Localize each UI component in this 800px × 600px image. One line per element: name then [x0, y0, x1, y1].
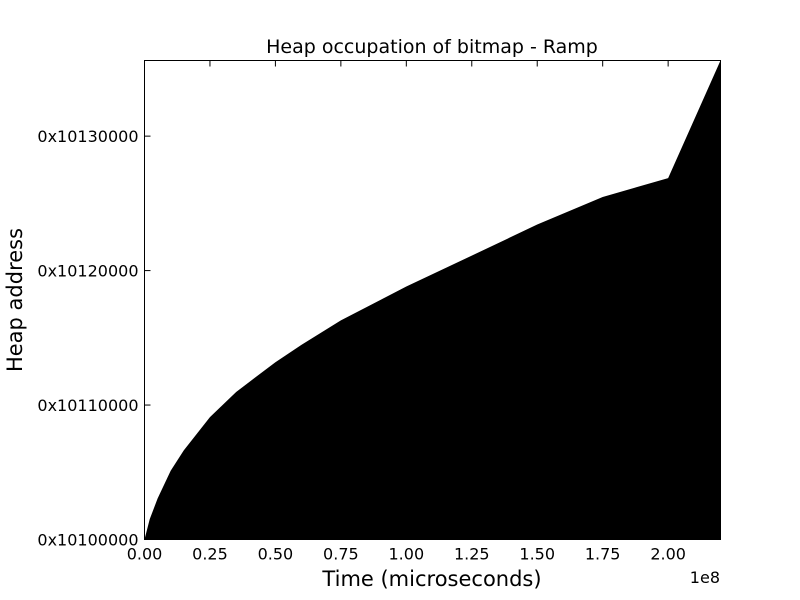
y-tick-label-3: 0x10130000: [37, 127, 138, 146]
x-tick-label-5: 1.25: [454, 545, 490, 564]
x-axis: 0.00 0.25 0.50 0.75 1.00 1.25 1.50 1.75 2.00: [127, 60, 686, 564]
x-tick-label-1: 0.25: [192, 545, 228, 564]
y-axis: 0x10100000 0x10110000 0x10120000 0x10130000: [37, 127, 721, 550]
x-tick-label-2: 0.50: [258, 545, 294, 564]
plot-area: [144, 60, 721, 540]
x-tick-label-0: 0.00: [127, 545, 163, 564]
y-tick-label-0: 0x10100000: [37, 531, 138, 550]
x-axis-label: Time (microseconds): [321, 567, 541, 591]
x-tick-label-7: 1.75: [585, 545, 621, 564]
y-tick-label-1: 0x10110000: [37, 396, 138, 415]
x-tick-label-3: 0.75: [323, 545, 359, 564]
x-tick-label-6: 1.50: [519, 545, 555, 564]
y-axis-label: Heap address: [3, 228, 27, 372]
plot-frame: [144, 60, 721, 540]
x-tick-label-8: 2.00: [650, 545, 686, 564]
x-tick-label-4: 1.00: [389, 545, 425, 564]
chart-title: Heap occupation of bitmap - Ramp: [266, 36, 598, 58]
x-axis-offset-label: 1e8: [690, 568, 720, 587]
heap-occupation-area-0: [144, 60, 721, 540]
y-tick-label-2: 0x10120000: [37, 262, 138, 281]
